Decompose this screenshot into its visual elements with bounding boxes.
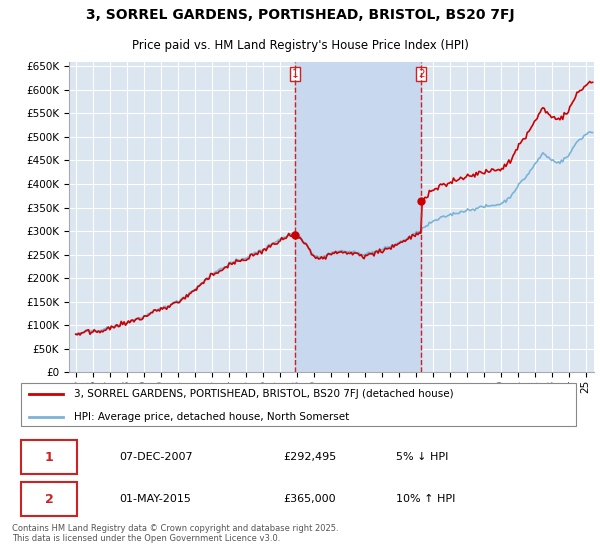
FancyBboxPatch shape	[21, 383, 577, 426]
Text: 2: 2	[418, 69, 425, 79]
Bar	[295, 62, 421, 372]
Text: HPI: Average price, detached house, North Somerset: HPI: Average price, detached house, Nort…	[74, 412, 350, 422]
Text: 2: 2	[44, 493, 53, 506]
Text: 5% ↓ HPI: 5% ↓ HPI	[396, 452, 448, 463]
Text: £365,000: £365,000	[283, 494, 336, 505]
Text: 3, SORREL GARDENS, PORTISHEAD, BRISTOL, BS20 7FJ (detached house): 3, SORREL GARDENS, PORTISHEAD, BRISTOL, …	[74, 389, 454, 399]
FancyBboxPatch shape	[21, 440, 77, 474]
FancyBboxPatch shape	[21, 482, 77, 516]
Text: Price paid vs. HM Land Registry's House Price Index (HPI): Price paid vs. HM Land Registry's House …	[131, 39, 469, 52]
Text: Contains HM Land Registry data © Crown copyright and database right 2025.
This d: Contains HM Land Registry data © Crown c…	[12, 524, 338, 543]
Text: 10% ↑ HPI: 10% ↑ HPI	[396, 494, 455, 505]
Text: £292,495: £292,495	[283, 452, 337, 463]
Text: 1: 1	[44, 451, 53, 464]
Text: 3, SORREL GARDENS, PORTISHEAD, BRISTOL, BS20 7FJ: 3, SORREL GARDENS, PORTISHEAD, BRISTOL, …	[86, 8, 514, 22]
Text: 01-MAY-2015: 01-MAY-2015	[119, 494, 191, 505]
Text: 07-DEC-2007: 07-DEC-2007	[119, 452, 193, 463]
Text: 1: 1	[292, 69, 299, 79]
